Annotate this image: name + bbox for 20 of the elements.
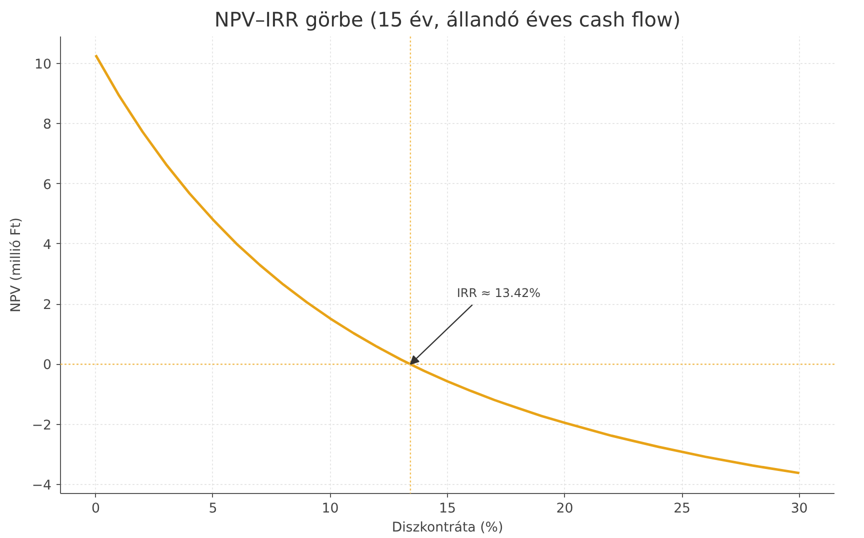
y-tick-label: 0 (43, 358, 52, 374)
y-tick-label: 10 (34, 58, 52, 73)
y-tick-label: 6 (43, 178, 52, 193)
y-tick-label: 4 (43, 238, 52, 253)
y-tick-label: 2 (43, 298, 52, 314)
annotation: IRR ≈ 13.42% (456, 286, 541, 300)
chart-title: NPV–IRR görbe (15 év, állandó éves cash flow) (214, 8, 681, 32)
x-tick-label: 20 (556, 502, 574, 516)
y-axis-title: NPV (millió Ft) (8, 218, 24, 312)
x-tick-label: 5 (208, 502, 218, 516)
y-tick-label: −2 (32, 418, 52, 434)
x-tick-label: 15 (439, 502, 456, 516)
y-tick-label: −4 (32, 478, 52, 494)
x-tick-label: 10 (322, 502, 339, 516)
x-tick-label: 30 (790, 502, 808, 516)
y-tick-label: 8 (43, 118, 52, 133)
x-tick-label: 0 (91, 502, 100, 516)
x-tick-label: 25 (674, 502, 691, 516)
line-series (94, 54, 801, 474)
x-axis-title: Diszkontráta (%) (392, 520, 504, 536)
